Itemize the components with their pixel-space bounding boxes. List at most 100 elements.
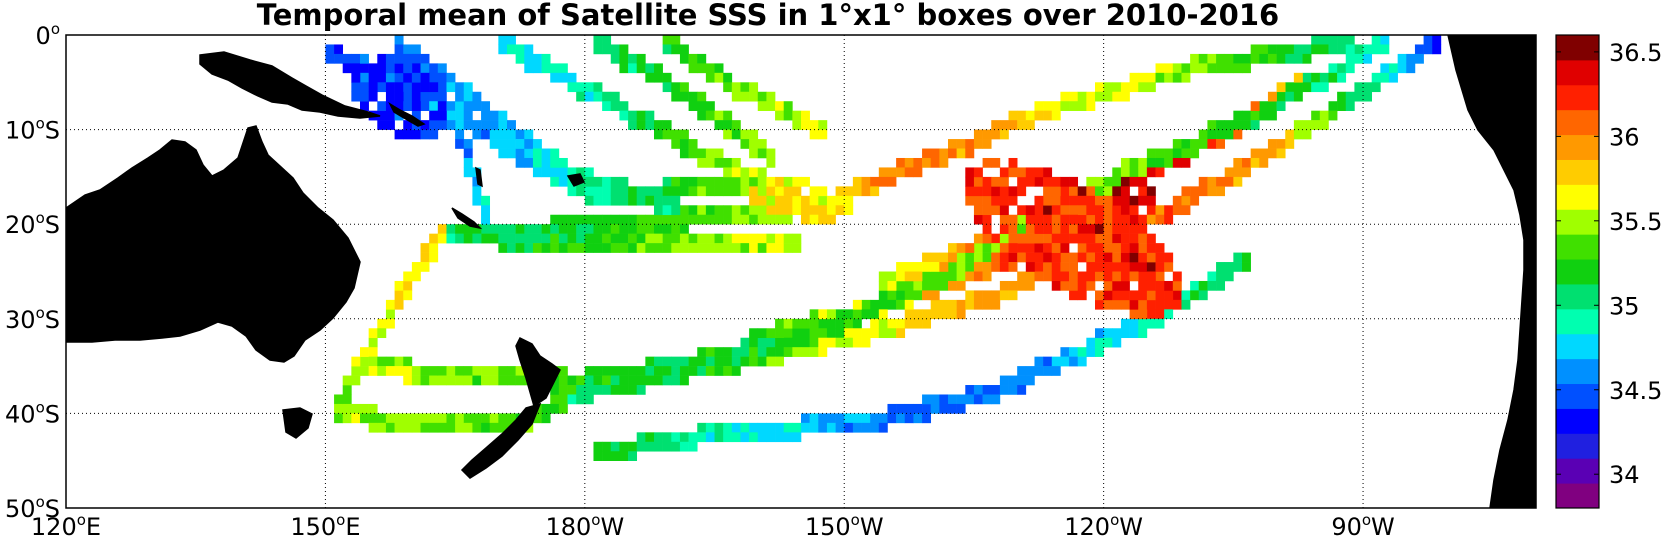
salinity-cell [420, 243, 430, 253]
salinity-cell [792, 233, 802, 244]
salinity-cell [705, 176, 715, 187]
salinity-cell [731, 176, 741, 187]
salinity-cell [360, 101, 369, 111]
salinity-cell [1224, 53, 1234, 64]
salinity-cell [567, 224, 577, 234]
salinity-cell [437, 233, 447, 244]
salinity-cell [558, 176, 568, 187]
salinity-cell [507, 375, 516, 386]
salinity-cell [662, 224, 672, 234]
salinity-cell [558, 214, 568, 225]
salinity-cell [922, 280, 932, 291]
salinity-cell [982, 205, 992, 216]
salinity-cell [1060, 101, 1070, 111]
salinity-cell [394, 72, 404, 83]
salinity-cell [489, 139, 499, 149]
salinity-cell [1423, 44, 1433, 55]
salinity-cell [429, 110, 439, 121]
salinity-cell [740, 129, 750, 140]
salinity-cell [1155, 157, 1165, 168]
salinity-cell [507, 35, 516, 45]
salinity-cell [515, 44, 525, 55]
salinity-cell [455, 120, 465, 130]
colorbar-segment [1556, 383, 1599, 409]
salinity-cell [1086, 186, 1096, 197]
salinity-cell [697, 176, 707, 187]
salinity-cell [532, 157, 542, 168]
salinity-cell [420, 120, 430, 130]
salinity-cell [472, 91, 482, 102]
salinity-cell [403, 422, 413, 433]
salinity-cell [463, 224, 473, 234]
salinity-cell [610, 224, 620, 234]
salinity-cell [1216, 63, 1226, 74]
salinity-cell [541, 148, 551, 159]
salinity-cell [498, 129, 508, 140]
salinity-cell [463, 120, 473, 130]
salinity-cell [1146, 186, 1156, 197]
salinity-cell [913, 309, 923, 320]
salinity-cell [1155, 271, 1165, 282]
salinity-cell [861, 413, 871, 424]
salinity-cell [965, 195, 975, 206]
salinity-cell [1138, 299, 1148, 310]
salinity-cell [1051, 101, 1061, 111]
salinity-cell [956, 252, 966, 263]
salinity-cell [1129, 72, 1139, 83]
salinity-cell [515, 233, 525, 244]
salinity-cell [973, 205, 983, 216]
salinity-cell [1259, 110, 1269, 121]
salinity-cell [1242, 53, 1251, 64]
colorbar-frame [1555, 34, 1600, 509]
salinity-cell [1103, 176, 1113, 187]
salinity-cell [809, 309, 819, 320]
salinity-cell [1077, 186, 1087, 197]
salinity-cell [999, 167, 1009, 178]
salinity-cell [956, 403, 966, 414]
salinity-cell [567, 214, 577, 225]
salinity-cell [896, 299, 906, 310]
salinity-cell [429, 72, 439, 83]
salinity-cell [1025, 280, 1035, 291]
salinity-cell [610, 385, 620, 395]
salinity-cell [948, 280, 957, 291]
salinity-cell [973, 243, 983, 253]
salinity-cell [1129, 195, 1139, 206]
salinity-cell [679, 432, 689, 443]
salinity-cell [688, 91, 698, 102]
salinity-cell [515, 224, 525, 234]
salinity-cell [705, 72, 715, 83]
salinity-cell [1103, 290, 1113, 301]
salinity-cell [896, 413, 906, 424]
salinity-cell [973, 299, 983, 310]
salinity-cell [628, 195, 638, 206]
longitude-tick-label: 90oW [1331, 511, 1394, 539]
salinity-cell [1302, 44, 1312, 55]
salinity-cell [489, 233, 499, 244]
salinity-cell [342, 385, 352, 395]
salinity-cell [792, 432, 802, 443]
salinity-cell [870, 309, 880, 320]
salinity-cell [550, 72, 560, 83]
salinity-cell [550, 148, 560, 159]
salinity-cell [1034, 243, 1044, 253]
salinity-cell [792, 422, 802, 433]
salinity-cell [472, 224, 482, 234]
salinity-cell [671, 35, 681, 45]
salinity-cell [844, 309, 854, 320]
salinity-cell [584, 186, 594, 197]
salinity-cell [671, 233, 681, 244]
salinity-cell [973, 195, 983, 206]
salinity-cell [1259, 53, 1269, 64]
salinity-cell [1034, 356, 1044, 367]
salinity-cell [1198, 63, 1208, 74]
salinity-cell [567, 82, 577, 93]
salinity-cell [878, 422, 888, 433]
salinity-cell [1138, 186, 1148, 197]
salinity-cell [801, 120, 810, 130]
salinity-cell [481, 205, 491, 216]
salinity-cell [801, 422, 810, 433]
salinity-cell [1051, 224, 1061, 234]
salinity-cell [913, 403, 923, 414]
salinity-cell [541, 224, 551, 234]
